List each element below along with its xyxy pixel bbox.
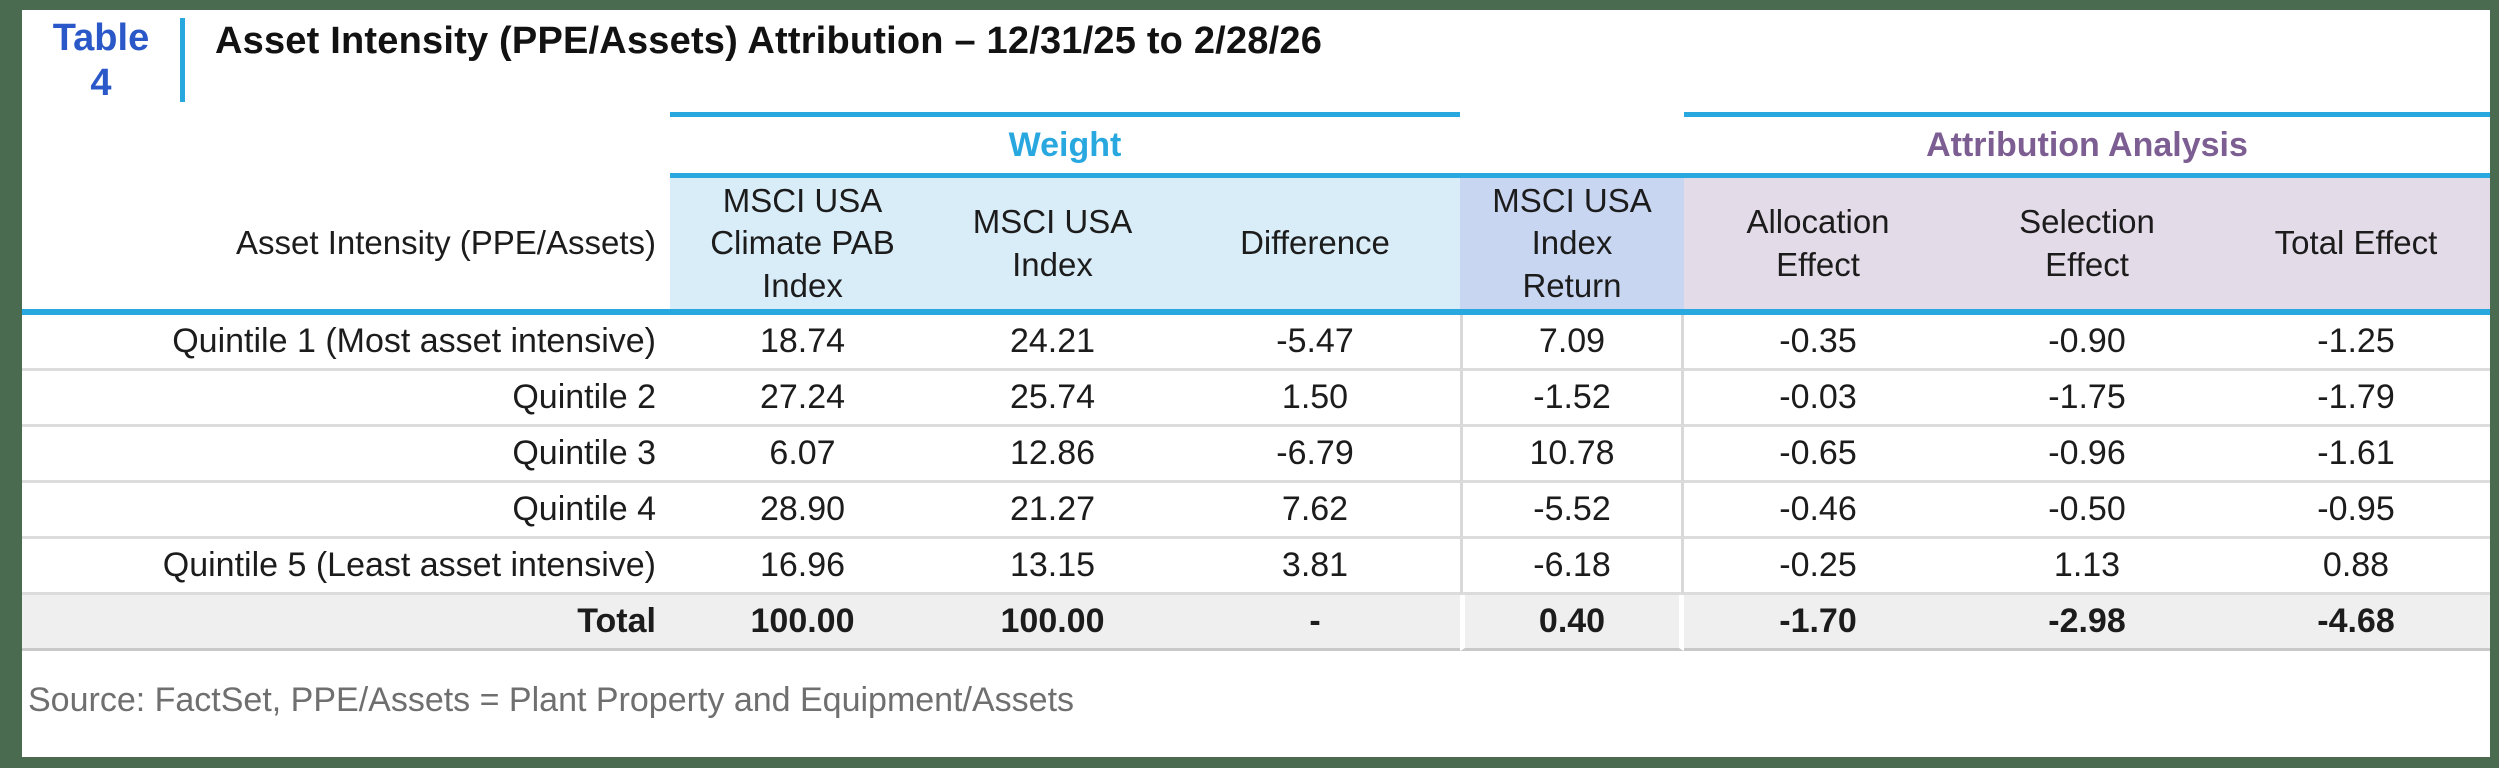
value-cell: 25.74: [935, 371, 1170, 427]
source-note: Source: FactSet, PPE/Assets = Plant Prop…: [28, 681, 1075, 719]
value-cell: -0.65: [1684, 427, 1952, 483]
value-cell: 0.88: [2222, 539, 2490, 595]
value-cell: 16.96: [670, 539, 935, 595]
table-panel: Table 4 Asset Intensity (PPE/Assets) Att…: [22, 10, 2490, 757]
row-label: Quintile 5 (Least asset intensive): [22, 539, 670, 595]
value-cell: -6.18: [1460, 539, 1684, 595]
total-value-cell: 100.00: [935, 595, 1170, 651]
total-value-cell: -4.68: [2222, 595, 2490, 651]
table-label-block: Table 4: [22, 16, 180, 106]
value-cell: 12.86: [935, 427, 1170, 483]
group-header-weight: Weight: [670, 112, 1460, 178]
attribution-table: Weight Attribution Analysis Asset Intens…: [22, 112, 2490, 651]
total-value-cell: -1.70: [1684, 595, 1952, 651]
value-cell: -0.46: [1684, 483, 1952, 539]
value-cell: -0.95: [2222, 483, 2490, 539]
col-header-selection-effect: Selection Effect: [1952, 178, 2222, 315]
col-header-msci-usa-index: MSCI USA Index: [935, 178, 1170, 315]
value-cell: 6.07: [670, 427, 935, 483]
value-cell: 7.09: [1460, 315, 1684, 371]
value-cell: -6.79: [1170, 427, 1460, 483]
col-header-climate-pab-index: MSCI USA Climate PAB Index: [670, 178, 935, 315]
row-label: Quintile 3: [22, 427, 670, 483]
page-title: Asset Intensity (PPE/Assets) Attribution…: [215, 20, 1323, 62]
title-bar: Table 4 Asset Intensity (PPE/Assets) Att…: [22, 10, 2490, 112]
value-cell: -0.35: [1684, 315, 1952, 371]
col-header-total-effect: Total Effect: [2222, 178, 2490, 315]
value-cell: 18.74: [670, 315, 935, 371]
total-value-cell: -: [1170, 595, 1460, 651]
value-cell: -1.75: [1952, 371, 2222, 427]
value-cell: 10.78: [1460, 427, 1684, 483]
value-cell: 21.27: [935, 483, 1170, 539]
value-cell: -0.90: [1952, 315, 2222, 371]
total-value-cell: 0.40: [1460, 595, 1684, 651]
row-label: Quintile 1 (Most asset intensive): [22, 315, 670, 371]
value-cell: -0.03: [1684, 371, 1952, 427]
title-divider: [180, 18, 185, 102]
total-value-cell: 100.00: [670, 595, 935, 651]
value-cell: 3.81: [1170, 539, 1460, 595]
value-cell: 27.24: [670, 371, 935, 427]
value-cell: -1.25: [2222, 315, 2490, 371]
value-cell: 1.50: [1170, 371, 1460, 427]
value-cell: 24.21: [935, 315, 1170, 371]
value-cell: -0.50: [1952, 483, 2222, 539]
value-cell: 28.90: [670, 483, 935, 539]
col-header-difference: Difference: [1170, 178, 1460, 315]
value-cell: -5.47: [1170, 315, 1460, 371]
col-header-row-label: Asset Intensity (PPE/Assets): [22, 178, 670, 315]
table-label: Table: [52, 17, 150, 59]
value-cell: -0.25: [1684, 539, 1952, 595]
col-header-allocation-effect: Allocation Effect: [1684, 178, 1952, 315]
row-label: Quintile 2: [22, 371, 670, 427]
value-cell: -0.96: [1952, 427, 2222, 483]
row-label: Quintile 4: [22, 483, 670, 539]
value-cell: 1.13: [1952, 539, 2222, 595]
table-number: 4: [90, 61, 112, 104]
total-label: Total: [22, 595, 670, 651]
col-header-index-return: MSCI USA Index Return: [1460, 178, 1684, 315]
value-cell: -5.52: [1460, 483, 1684, 539]
value-cell: -1.79: [2222, 371, 2490, 427]
value-cell: 13.15: [935, 539, 1170, 595]
group-spacer: [22, 112, 670, 178]
total-value-cell: -2.98: [1952, 595, 2222, 651]
value-cell: -1.61: [2222, 427, 2490, 483]
value-cell: -1.52: [1460, 371, 1684, 427]
value-cell: 7.62: [1170, 483, 1460, 539]
group-spacer-return: [1460, 112, 1684, 178]
group-header-attribution: Attribution Analysis: [1684, 112, 2490, 178]
